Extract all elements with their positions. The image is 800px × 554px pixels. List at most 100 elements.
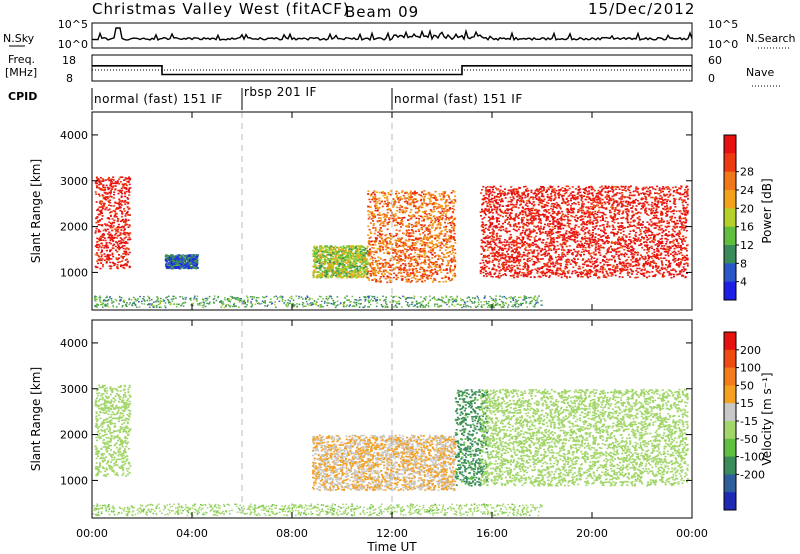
power-cell-3 [377,217,380,219]
power-cell-4 [518,264,521,267]
power-cell-2 [318,259,321,261]
power-cell-3 [413,198,416,200]
power-cell-3 [383,203,386,205]
power-cell-1 [177,256,180,259]
power-cell-0 [121,245,124,247]
power-cell-4 [581,212,583,214]
power-cell-4 [628,233,631,235]
power-cell-3 [431,234,434,237]
power-cell-4 [522,274,525,276]
power-cell-4 [530,191,533,193]
power-cell-3 [447,222,449,225]
power-cell-1 [179,254,182,257]
power-cell-3 [439,206,442,208]
power-cell-0 [125,236,128,238]
power-cell-2 [347,258,350,261]
power-cell-3 [440,263,443,265]
power-cell-2 [331,269,334,272]
power-cell-0 [106,186,109,189]
power-cell-2 [362,260,364,262]
power-cell-2 [337,250,340,253]
power-cell-2 [333,257,336,260]
power-cell-3 [404,243,407,245]
power-cell-0 [126,196,129,199]
power-cell-4 [526,263,528,265]
power-cell-3 [379,233,382,236]
power-cell-3 [407,254,410,256]
power-cell-3 [396,259,399,261]
power-cell-2 [364,268,367,271]
power-cell-0 [95,217,97,220]
power-cell-2 [316,254,319,257]
power-cell-1 [168,256,171,259]
power-cell-3 [437,236,440,239]
power-cell-4 [482,271,485,274]
power-cell-4 [611,248,613,250]
power-cell-2 [336,258,339,261]
power-cell-3 [391,263,394,266]
power-cell-4 [497,245,500,248]
power-cell-0 [99,188,102,191]
power-cell-2 [339,257,342,259]
power-cell-4 [571,272,574,275]
power-cell-3 [379,227,382,229]
power-cell-2 [316,260,319,262]
power-cell-4 [570,199,572,202]
power-cell-4 [564,187,567,190]
power-cell-4 [557,275,560,277]
power-cell-0 [97,262,99,265]
power-cell-3 [433,210,436,213]
power-cell-4 [587,276,590,279]
power-cell-3 [407,195,410,198]
power-cell-2 [359,252,362,254]
power-cell-2 [364,262,367,265]
power-cell-3 [374,240,377,243]
power-cell-3 [410,201,413,204]
power-cell-0 [121,225,124,228]
power-cell-3 [381,264,384,267]
power-cell-3 [409,274,412,276]
power-cell-3 [413,255,416,258]
power-cell-3 [423,269,426,271]
power-cell-3 [400,251,403,254]
power-cell-4 [592,204,595,207]
power-cell-3 [418,271,421,273]
power-cell-3 [435,196,438,199]
power-cell-3 [431,224,434,226]
power-cell-0 [99,187,102,190]
power-cell-3 [419,268,422,270]
power-cell-0 [124,259,127,261]
power-cell-3 [394,201,397,203]
power-cell-2 [356,254,359,257]
power-cell-3 [373,266,376,269]
power-cell-3 [392,204,395,206]
power-cell-3 [452,226,455,228]
power-cell-4 [621,267,624,270]
power-cell-3 [372,224,375,227]
power-cell-2 [348,272,351,275]
power-cell-3 [433,237,436,240]
power-cell-2 [338,267,340,270]
power-cell-3 [422,232,425,234]
power-cell-3 [396,209,399,212]
power-cell-3 [397,199,400,202]
power-cell-3 [421,280,424,283]
power-cell-0 [96,237,99,240]
power-cell-4 [597,240,600,243]
power-cell-2 [344,250,347,252]
power-cell-3 [397,262,400,264]
power-cell-3 [411,226,414,229]
power-cell-3 [417,278,420,281]
power-cell-2 [341,277,343,279]
power-cell-3 [434,229,436,232]
power-cell-1 [178,267,181,269]
power-cell-2 [343,259,346,261]
power-cell-2 [364,260,367,263]
power-cell-0 [100,259,103,262]
power-cell-3 [410,264,413,266]
power-cell-3 [395,242,398,245]
power-cell-4 [491,194,494,196]
power-cell-3 [368,279,371,281]
power-cell-3 [386,276,389,279]
power-cell-1 [196,254,199,256]
